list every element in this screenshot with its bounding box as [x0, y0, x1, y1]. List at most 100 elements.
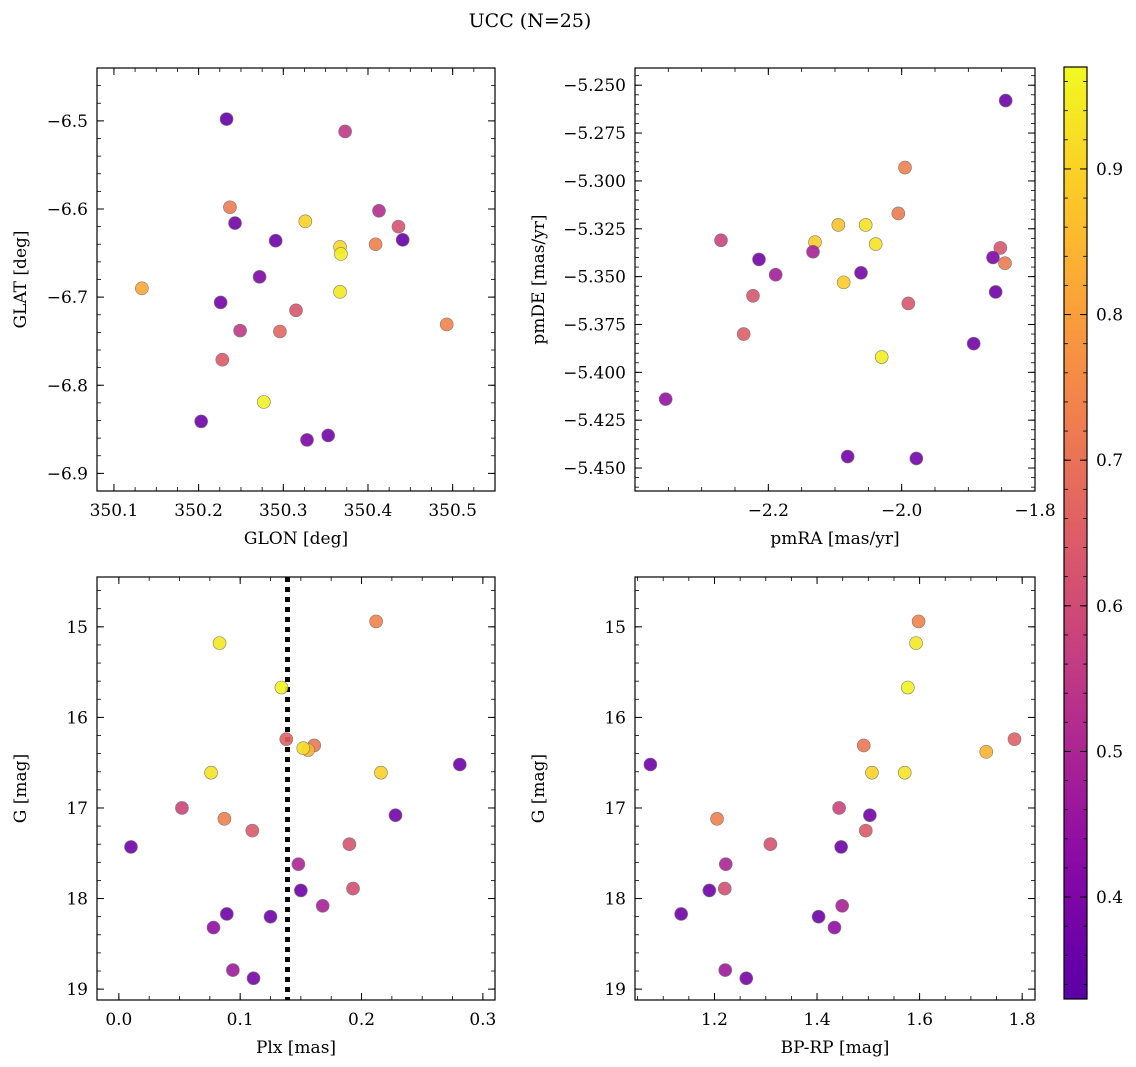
x-axis-label: GLON [deg]: [244, 529, 348, 549]
scatter-point: [998, 256, 1012, 271]
scatter-point: [998, 93, 1013, 108]
x-tick-label: 350.1: [90, 501, 139, 521]
scatter-point: [388, 808, 403, 823]
axes-frame: [96, 576, 496, 1001]
scatter-point: [226, 963, 240, 977]
scatter-point: [856, 738, 871, 753]
scatter-point: [334, 247, 348, 261]
scatter-point: [298, 214, 313, 229]
scatter-point: [714, 233, 728, 248]
x-tick-label: −2.2: [748, 501, 789, 521]
scatter-point: [321, 428, 335, 443]
scatter-point: [220, 907, 234, 921]
scatter-point: [868, 237, 883, 251]
x-tick-label: 0.0: [105, 1010, 132, 1030]
scatter-point: [315, 898, 330, 913]
scatter-point: [223, 200, 237, 215]
scatter-point: [338, 124, 352, 139]
axes-frame: [96, 67, 496, 492]
y-tick-label: 18: [604, 890, 626, 910]
scatter-point: [736, 327, 751, 341]
scatter-point: [911, 614, 926, 629]
scatter-point: [836, 275, 851, 290]
scatter-point: [217, 812, 232, 826]
scatter-point: [204, 765, 218, 780]
scatter-point: [342, 837, 357, 852]
scatter-point: [834, 840, 848, 854]
y-tick-label: −5.350: [563, 268, 626, 288]
scatter-point: [909, 451, 924, 466]
scatter-point: [296, 741, 311, 755]
y-tick-label: −6.6: [47, 200, 88, 220]
scatter-point: [279, 732, 294, 746]
x-tick-label: 0.3: [469, 1010, 496, 1030]
y-tick-label: −6.8: [47, 376, 88, 396]
scatter-point: [806, 244, 820, 259]
scatter-point: [993, 241, 1008, 255]
x-tick-label: 350.4: [344, 501, 393, 521]
y-axis-label: G [mag]: [529, 754, 549, 823]
x-tick-label: −1.8: [1014, 501, 1055, 521]
x-tick-label: 1.4: [804, 1010, 831, 1030]
scatter-point: [372, 203, 386, 218]
y-tick-label: 15: [66, 618, 88, 638]
scatter-point: [333, 285, 347, 299]
scatter-point: [368, 237, 383, 252]
scatter-point: [858, 823, 873, 838]
scatter-point: [763, 837, 778, 852]
scatter-point: [710, 812, 724, 826]
y-tick-label: 17: [604, 799, 626, 819]
scatter-point: [702, 883, 717, 898]
scatter-point: [840, 449, 855, 464]
y-tick-label: −5.450: [563, 459, 626, 479]
x-axis-label: BP-RP [mag]: [781, 1038, 890, 1058]
figure-title: UCC (N=25): [469, 10, 592, 32]
y-tick-label: −5.275: [563, 124, 626, 144]
scatter-point: [252, 270, 267, 284]
scatter-point: [268, 233, 283, 248]
scatter-point: [246, 971, 261, 986]
scatter-point: [300, 433, 314, 447]
scatter-point: [832, 801, 846, 815]
y-tick-label: −5.300: [563, 172, 626, 192]
colorbar-tick-label: 0.4: [1096, 888, 1123, 908]
x-tick-label: 1.8: [1009, 1010, 1036, 1030]
y-tick-label: −6.7: [47, 288, 88, 308]
colorbar-tick-label: 0.7: [1096, 451, 1123, 471]
scatter-point: [346, 881, 360, 896]
scatter-point: [988, 285, 1003, 299]
scatter-point: [206, 920, 221, 935]
y-tick-label: −5.325: [563, 220, 626, 240]
x-tick-label: 350.2: [174, 501, 223, 521]
scatter-point: [891, 206, 906, 221]
x-tick-label: 1.6: [906, 1010, 933, 1030]
y-tick-label: −5.400: [563, 363, 626, 383]
y-axis-label: G [mag]: [11, 754, 31, 823]
scatter-point: [175, 801, 189, 815]
y-tick-label: 17: [66, 799, 88, 819]
y-axis-label: GLAT [deg]: [11, 230, 31, 328]
x-tick-label: −2.0: [881, 501, 922, 521]
scatter-point: [212, 636, 227, 650]
scatter-point: [124, 840, 138, 854]
panel-glon-glat: 350.1 350.2 350.3 350.4 350.5 −6.5 −6.6 −6.7 −6.…: [11, 67, 496, 549]
scatter-point: [294, 883, 308, 898]
scatter-point: [453, 757, 467, 772]
scatter-point: [674, 907, 688, 921]
scatter-point: [768, 267, 783, 282]
x-tick-label: 0.1: [227, 1010, 254, 1030]
axes-frame: [634, 67, 1036, 492]
scatter-point: [369, 614, 383, 629]
panel-pmra-pmde: −2.2 −2.0 −1.8 −5.250 −5.275 −5.300 −5.325 −5.3…: [529, 67, 1056, 549]
scatter-point: [135, 281, 149, 296]
scatter-point: [273, 324, 287, 339]
scatter-point: [909, 636, 923, 650]
scatter-point: [245, 823, 260, 838]
x-tick-label: 350.5: [428, 501, 477, 521]
scatter-point: [858, 218, 873, 232]
scatter-point: [901, 680, 915, 695]
x-tick-label: 1.2: [701, 1010, 728, 1030]
scatter-point: [263, 909, 278, 924]
colorbar-tick-label: 0.5: [1096, 742, 1123, 762]
